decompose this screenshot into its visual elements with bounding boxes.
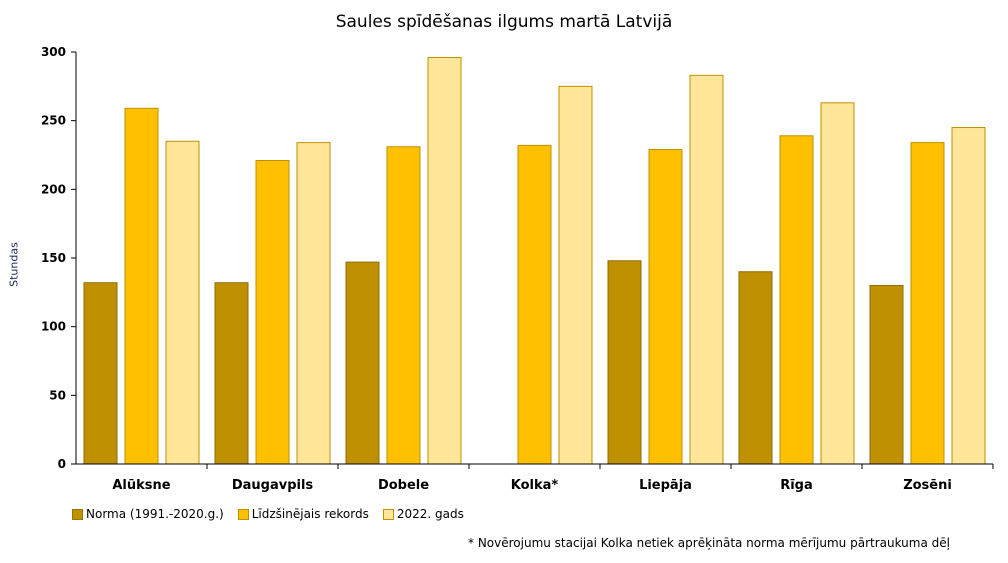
bar [427,56,462,465]
y-tick-label: 200 [41,182,66,196]
y-tick-label: 0 [58,457,66,471]
legend-label: Līdzšinējais rekords [251,507,369,521]
bar [558,85,593,465]
x-tick-label: Rīga [780,478,813,493]
y-tick-label: 300 [41,45,66,59]
bar [214,282,249,465]
legend-item-norma: Norma (1991.-2020.g.) [72,507,224,521]
x-tick-label: Liepāja [639,478,692,493]
bar [607,260,642,465]
bar [648,149,683,465]
legend-swatch [382,508,394,520]
bar [820,102,855,465]
x-tick-label: Dobele [378,478,429,493]
legend: Norma (1991.-2020.g.) Līdzšinējais rekor… [72,507,464,521]
x-tick-label: Kolka* [511,478,559,493]
y-tick-label: 100 [41,320,66,334]
bar [386,146,421,465]
y-tick-label: 150 [41,251,66,265]
bar [869,284,904,465]
x-tick-label: Daugavpils [232,478,314,493]
bar [345,261,380,465]
bar [255,159,290,465]
bar [738,271,773,465]
bar [689,74,724,465]
legend-swatch [72,508,83,520]
bar [296,142,331,465]
bar [165,140,200,465]
legend-swatch [237,508,249,520]
legend-label: Norma (1991.-2020.g.) [86,507,224,521]
legend-item-2022: 2022. gads [382,507,464,521]
legend-label: 2022. gads [396,507,464,521]
x-tick-label: Zosēni [903,478,952,493]
bar [779,135,814,465]
y-tick-label: 50 [49,388,66,402]
x-tick-label: Alūksne [112,478,170,493]
bar [83,282,118,465]
chart-title: Saules spīdēšanas ilgums martā Latvijā [335,12,673,32]
bar [517,144,552,465]
footnote: * Novērojumu stacijai Kolka netiek aprēķ… [468,536,950,550]
bar [124,107,159,465]
bar [951,127,986,465]
y-tick-label: 250 [41,114,66,128]
legend-item-rekords: Līdzšinējais rekords [237,507,369,521]
bar [910,142,945,465]
